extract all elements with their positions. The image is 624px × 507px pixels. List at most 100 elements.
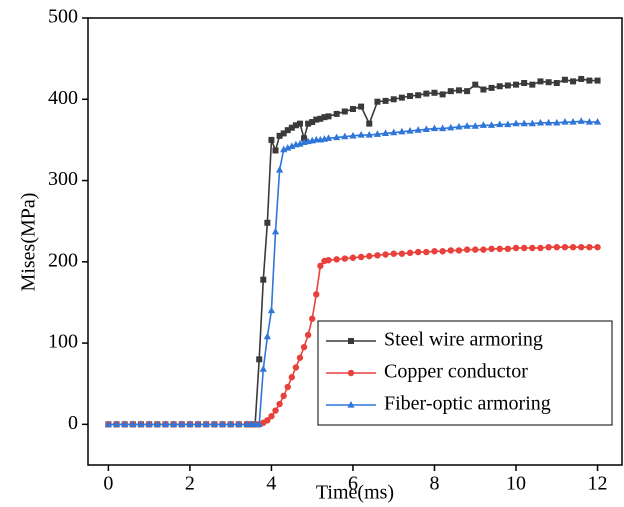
marker — [280, 392, 287, 400]
marker — [300, 343, 308, 351]
marker — [586, 77, 593, 84]
marker — [317, 115, 324, 122]
marker — [487, 121, 496, 128]
marker — [349, 254, 357, 261]
marker — [423, 90, 430, 97]
marker — [178, 420, 186, 427]
marker — [333, 256, 340, 263]
legend-marker — [347, 401, 355, 408]
marker — [439, 91, 446, 98]
x-tick-label: 4 — [266, 473, 276, 495]
marker — [390, 128, 398, 136]
y-tick-label: 200 — [48, 249, 78, 271]
marker — [504, 245, 512, 253]
x-axis-label: Time(ms) — [316, 482, 394, 504]
marker — [381, 129, 390, 137]
marker — [545, 118, 553, 126]
marker — [496, 245, 503, 253]
marker — [537, 244, 544, 252]
marker — [504, 82, 511, 89]
marker — [366, 252, 373, 260]
marker — [422, 125, 430, 132]
marker — [561, 118, 569, 125]
marker — [447, 247, 454, 254]
marker — [218, 420, 227, 427]
marker — [374, 252, 381, 259]
legend-marker — [348, 338, 354, 344]
marker — [255, 420, 263, 427]
marker — [296, 120, 303, 127]
marker — [455, 247, 463, 254]
marker — [121, 420, 129, 427]
marker — [357, 131, 365, 138]
marker — [112, 420, 121, 427]
marker — [304, 331, 312, 339]
y-tick-label: 500 — [48, 6, 78, 28]
marker — [512, 244, 520, 252]
legend-label: Steel wire armoring — [384, 329, 543, 351]
marker — [264, 219, 271, 226]
marker — [553, 80, 560, 87]
marker — [398, 250, 406, 257]
x-tick-label: 10 — [506, 473, 526, 495]
marker — [431, 248, 438, 255]
marker — [529, 81, 536, 88]
marker — [545, 243, 552, 251]
series-markers — [104, 117, 602, 427]
marker — [528, 119, 536, 127]
marker — [341, 132, 349, 140]
marker — [272, 407, 279, 414]
marker — [593, 118, 602, 125]
marker — [194, 420, 202, 427]
marker — [430, 124, 439, 132]
marker — [431, 89, 438, 96]
marker — [578, 75, 585, 82]
legend-label: Fiber-optic armoring — [384, 393, 551, 415]
marker — [569, 118, 577, 125]
marker — [406, 249, 414, 257]
marker — [288, 374, 296, 381]
marker — [305, 120, 312, 127]
marker — [374, 98, 381, 105]
plot-frame — [87, 17, 623, 466]
marker — [324, 134, 333, 141]
marker — [480, 246, 487, 253]
marker — [407, 93, 414, 100]
marker — [373, 130, 382, 137]
marker — [488, 245, 495, 253]
marker — [480, 86, 487, 93]
marker — [439, 248, 446, 255]
marker — [292, 122, 299, 129]
marker — [325, 113, 332, 120]
y-tick-label: 100 — [48, 331, 78, 353]
marker — [479, 121, 488, 128]
marker — [186, 420, 194, 427]
marker — [464, 88, 471, 95]
marker — [463, 246, 471, 253]
marker — [272, 147, 279, 154]
marker — [309, 119, 316, 126]
marker — [390, 250, 397, 257]
marker — [504, 120, 512, 128]
marker — [349, 131, 357, 139]
x-tick-label: 12 — [588, 473, 608, 495]
marker — [455, 87, 462, 94]
marker — [513, 81, 520, 88]
marker — [471, 122, 479, 129]
marker — [472, 81, 479, 88]
marker — [553, 118, 561, 126]
marker — [496, 83, 503, 90]
marker — [104, 420, 112, 427]
marker — [288, 124, 295, 131]
legend-marker — [347, 369, 355, 377]
marker — [357, 253, 365, 261]
marker — [415, 92, 422, 99]
legend: Steel wire armoring Copper conductor Fiber… — [317, 320, 613, 426]
marker — [365, 131, 373, 138]
marker — [537, 78, 544, 85]
marker — [275, 165, 284, 173]
marker — [520, 244, 528, 252]
marker — [455, 122, 463, 130]
marker — [341, 255, 349, 262]
marker — [398, 127, 406, 135]
